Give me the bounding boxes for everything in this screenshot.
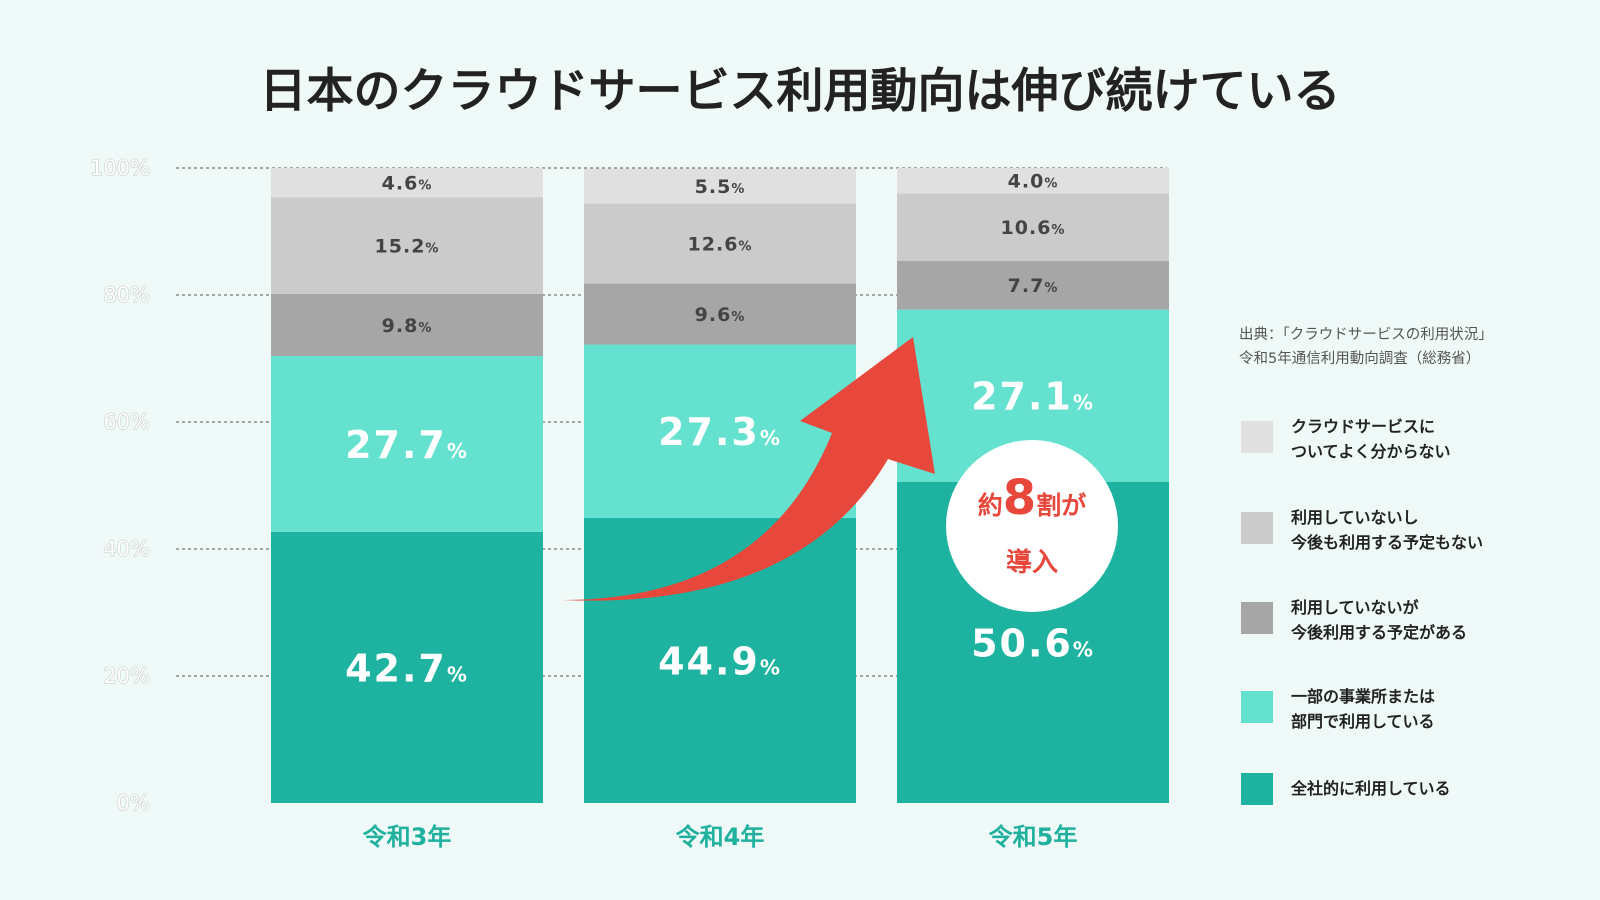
legend-label: 今後利用する予定がある [1291,623,1468,642]
y-tick-label: 0% [117,791,150,815]
legend-label: 利用していないし [1291,508,1419,527]
data-label: 7.7% [1008,275,1059,297]
legend-label: 利用していないが [1291,598,1419,617]
highlight-badge: 約8割が 導入 [946,440,1118,612]
bar-segment [271,531,543,803]
bar-segment [271,293,543,356]
bar-segment [584,168,856,204]
bar-segment [271,168,543,198]
data-label: 44.9% [658,639,782,683]
y-tick-label: 40% [103,537,150,561]
legend-swatch [1241,773,1273,805]
x-category-label: 令和4年 [676,823,765,851]
legend-swatch [1241,421,1273,453]
bar-segment [271,197,543,294]
data-label: 15.2% [375,235,440,257]
x-category-label: 令和5年 [989,823,1078,851]
x-category-label: 令和3年 [363,823,452,851]
legend-swatch [1241,602,1273,634]
bar-segment [897,193,1169,261]
trend-arrow [562,337,935,601]
data-label: 10.6% [1001,217,1066,239]
badge-line2: 導入 [1005,548,1058,578]
data-label: 4.0% [1008,171,1059,193]
data-label: 4.6% [382,173,433,195]
legend-label: 全社的に利用している [1291,779,1451,798]
data-label: 12.6% [688,234,753,256]
legend-label: ついてよく分からない [1291,442,1451,461]
bar-segment [897,168,1169,194]
legend-label: クラウドサービスに [1291,417,1436,436]
data-label: 5.5% [695,176,746,198]
data-label: 27.3% [658,410,782,454]
badge-number: 8 [1002,470,1037,526]
data-label: 9.8% [382,315,433,337]
source-line-2: 令和5年通信利用動向調査（総務省） [1239,351,1481,367]
data-label: 27.7% [345,423,469,467]
bar-segment [271,355,543,532]
page-title: 日本のクラウドサービス利用動向は伸び続けている [259,64,1341,119]
data-label: 9.6% [695,304,746,326]
bar-segment [897,260,1169,310]
badge-prefix: 約 [977,491,1003,520]
badge-suffix: 割が [1036,491,1087,520]
legend-swatch [1241,512,1273,544]
bar-segment [584,283,856,345]
data-label: 50.6% [971,621,1095,665]
legend-swatch [1241,691,1273,723]
legend-label: 一部の事業所または [1291,687,1436,706]
legend-label: 部門で利用している [1291,712,1435,731]
legend-label: 今後も利用する予定もない [1291,533,1484,552]
y-tick-label: 80% [103,283,150,307]
y-tick-label: 100% [90,156,150,180]
data-label: 27.1% [971,375,1095,419]
bar-segment [584,203,856,284]
source-note: 出典：「クラウドサービスの利用状況」 令和5年通信利用動向調査（総務省） [1239,323,1493,371]
source-line-1: 出典：「クラウドサービスの利用状況」 [1239,327,1493,343]
data-label: 42.7% [345,646,469,690]
y-tick-label: 20% [103,664,150,688]
y-tick-label: 60% [103,410,150,434]
